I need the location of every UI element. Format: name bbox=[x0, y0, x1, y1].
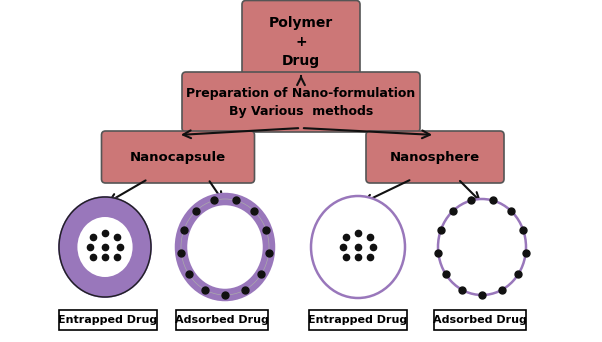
FancyBboxPatch shape bbox=[242, 0, 360, 83]
FancyBboxPatch shape bbox=[366, 131, 504, 183]
Text: Polymer
+
Drug: Polymer + Drug bbox=[269, 15, 333, 68]
FancyBboxPatch shape bbox=[182, 72, 420, 132]
Text: Preparation of Nano-formulation
By Various  methods: Preparation of Nano-formulation By Vario… bbox=[187, 87, 415, 118]
Ellipse shape bbox=[438, 199, 526, 295]
Text: Adsorbed Drug: Adsorbed Drug bbox=[433, 315, 527, 325]
FancyBboxPatch shape bbox=[309, 310, 407, 330]
Ellipse shape bbox=[59, 197, 151, 297]
FancyBboxPatch shape bbox=[434, 310, 526, 330]
Text: Entrapped Drug: Entrapped Drug bbox=[308, 315, 408, 325]
FancyBboxPatch shape bbox=[176, 310, 268, 330]
Ellipse shape bbox=[311, 196, 405, 298]
Text: Entrapped Drug: Entrapped Drug bbox=[58, 315, 158, 325]
Text: Nanosphere: Nanosphere bbox=[390, 150, 480, 163]
Text: Adsorbed Drug: Adsorbed Drug bbox=[175, 315, 269, 325]
FancyBboxPatch shape bbox=[59, 310, 157, 330]
Text: Nanocapsule: Nanocapsule bbox=[130, 150, 226, 163]
Ellipse shape bbox=[181, 199, 269, 295]
Ellipse shape bbox=[78, 217, 132, 277]
FancyBboxPatch shape bbox=[102, 131, 255, 183]
